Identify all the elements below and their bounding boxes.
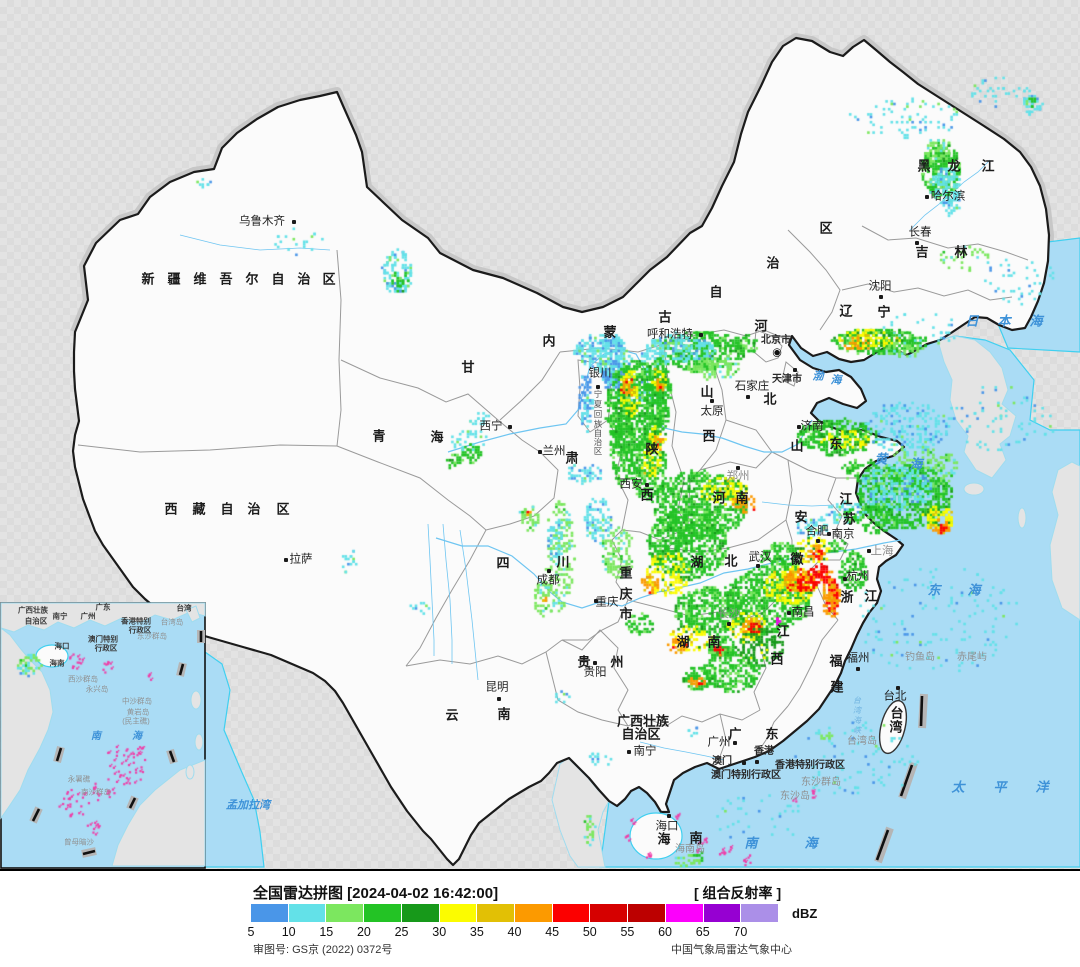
colorbar-tick: 25	[394, 925, 409, 939]
colorbar-cell	[628, 904, 665, 922]
colorbar-cell	[703, 904, 741, 922]
agency-credit: 中国气象局雷达气象中心	[671, 944, 792, 956]
colorbar-tick: 20	[356, 925, 371, 939]
radar-echo-canvas	[0, 0, 1080, 869]
map-approval-number: 审图号: GS京 (2022) 0372号	[253, 944, 393, 956]
colorbar-cell	[515, 904, 552, 922]
reflectivity-colorbar	[251, 904, 779, 922]
colorbar-tick: 15	[319, 925, 334, 939]
colorbar-tick: 60	[658, 925, 673, 939]
colorbar-cell	[665, 904, 703, 922]
colorbar-tick: 45	[545, 925, 560, 939]
colorbar-tick: 5	[247, 925, 255, 939]
map-area: 新疆维吾尔自治区西藏自治区青海甘肃内蒙古自治区黑龙江吉林辽宁河北山西山东陕西河南…	[0, 0, 1080, 869]
colorbar-cell	[401, 904, 439, 922]
unit-label: dBZ	[792, 906, 818, 921]
colorbar-cell	[741, 904, 779, 922]
colorbar-tick: 35	[469, 925, 484, 939]
colorbar-cell	[288, 904, 326, 922]
colorbar-cell	[251, 904, 288, 922]
legend-bar: 全国雷达拼图 [2024-04-02 16:42:00] [ 组合反射率 ] 5…	[0, 869, 1080, 967]
colorbar-cell	[326, 904, 364, 922]
legend-product-label: [ 组合反射率 ]	[694, 885, 782, 901]
colorbar-tick: 40	[507, 925, 522, 939]
colorbar-tick: 30	[432, 925, 447, 939]
colorbar-tick: 50	[582, 925, 597, 939]
colorbar-tick: 65	[695, 925, 710, 939]
colorbar-ticks: 5 10 15 20 25 30 35 40 45 50 55 60 65 70	[0, 925, 1080, 939]
colorbar-cell	[364, 904, 401, 922]
colorbar-tick: 10	[281, 925, 296, 939]
legend-title: 全国雷达拼图 [2024-04-02 16:42:00]	[253, 885, 499, 902]
colorbar-tick: 70	[733, 925, 748, 939]
colorbar-cell	[477, 904, 515, 922]
colorbar-cell	[552, 904, 590, 922]
colorbar-cell	[439, 904, 477, 922]
colorbar-tick: 55	[620, 925, 635, 939]
colorbar-cell	[590, 904, 628, 922]
